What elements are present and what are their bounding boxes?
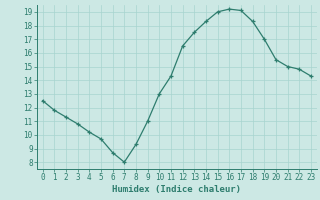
X-axis label: Humidex (Indice chaleur): Humidex (Indice chaleur) xyxy=(112,185,241,194)
